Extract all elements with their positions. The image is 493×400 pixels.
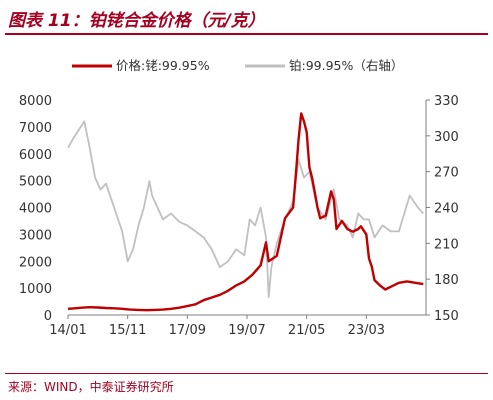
- y-left-tick-label: 8000: [19, 94, 52, 109]
- series-group: [67, 112, 424, 312]
- y-left-tick-label: 6000: [19, 148, 52, 163]
- chart-legend: 价格:铑:99.95% 铂:99.95%（右轴）: [72, 58, 403, 73]
- y-right-tick-label: 270: [434, 166, 459, 181]
- x-tick-label: 17/09: [169, 323, 206, 338]
- y-right-tick-label: 180: [434, 273, 459, 288]
- axes: 14/01 15/11 17/09 19/07 21/05 23/03 0 1000 2000 3…: [19, 94, 459, 338]
- y-left-tick-label: 3000: [19, 228, 52, 243]
- y-left-tick-label: 1000: [19, 282, 52, 297]
- figure-title: 图表 11：铂铑合金价格（元/克）: [8, 11, 265, 31]
- y-right-tick-label: 150: [434, 309, 459, 324]
- y-right-tick-label: 210: [434, 237, 459, 252]
- x-tick-label: 14/01: [49, 323, 86, 338]
- y-right-tick-label: 300: [434, 130, 459, 145]
- title-divider: [5, 33, 488, 35]
- series-line-platinum: [67, 120, 424, 299]
- x-tick-label: 21/05: [288, 323, 325, 338]
- y-left-tick-label: 2000: [19, 255, 52, 270]
- footer-divider: [5, 373, 488, 374]
- source-note: 来源：WIND，中泰证券研究所: [8, 380, 174, 394]
- legend-label-platinum: 铂:99.95%（右轴）: [289, 58, 403, 73]
- price-chart: 价格:铑:99.95% 铂:99.95%（右轴） 14/01 15/11 17/09…: [19, 58, 459, 338]
- x-tick-label: 15/11: [109, 323, 146, 338]
- y-right-tick-label: 330: [434, 94, 459, 109]
- legend-label-rhodium: 价格:铑:99.95%: [116, 58, 210, 73]
- x-tick-label: 19/07: [228, 323, 265, 338]
- y-right-tick-label: 240: [434, 202, 459, 217]
- y-left-tick-label: 7000: [19, 121, 52, 136]
- x-tick-label: 23/03: [348, 323, 385, 338]
- series-line-rhodium: [67, 112, 424, 312]
- y-left-tick-label: 4000: [19, 202, 52, 217]
- y-left-tick-label: 0: [44, 309, 52, 324]
- y-left-tick-label: 5000: [19, 175, 52, 190]
